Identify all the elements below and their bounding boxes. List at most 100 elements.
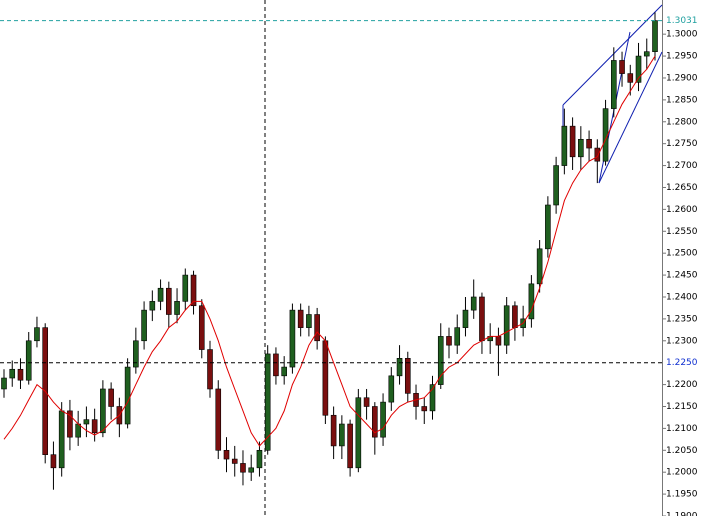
candle-body <box>512 305 518 328</box>
candle-body <box>289 309 296 368</box>
candle-body <box>330 414 337 447</box>
candle-body <box>141 309 147 342</box>
candle-body <box>166 287 172 315</box>
y-tick-label: 1.1900 <box>666 512 698 516</box>
candle-body <box>652 20 658 52</box>
trend-line <box>598 51 663 184</box>
candle-body <box>396 358 403 377</box>
y-tick-label: 1.2500 <box>666 249 698 259</box>
y-tick-label: 1.1950 <box>666 490 698 500</box>
candle-body <box>388 375 395 403</box>
candle-body <box>240 463 246 473</box>
candle-body <box>495 336 502 346</box>
candle-body <box>553 165 559 206</box>
candle-body <box>256 449 263 469</box>
candle-body <box>635 55 642 83</box>
candle-body <box>479 296 485 342</box>
candle-body <box>339 423 345 447</box>
candle-body <box>100 388 106 434</box>
candle-body <box>619 60 625 74</box>
crosshair-horizontal-label: 1.2250 <box>666 358 698 368</box>
candle-body <box>545 204 551 250</box>
y-tick-label: 1.2350 <box>666 314 698 324</box>
candle-body <box>347 423 353 469</box>
candle-body <box>273 353 279 377</box>
candle-body <box>454 327 461 346</box>
candle-body <box>231 458 238 464</box>
candle-body <box>421 406 428 412</box>
candle-body <box>223 449 230 460</box>
candle-body <box>91 419 98 434</box>
candle-body <box>9 368 16 379</box>
candle-body <box>404 358 411 394</box>
y-tick-label: 1.2850 <box>666 95 698 105</box>
candle-body <box>83 419 90 425</box>
candle-body <box>124 366 131 425</box>
candle-body <box>363 397 370 407</box>
candle-body <box>578 138 584 158</box>
candle-body <box>610 60 617 109</box>
candle-body <box>182 274 189 302</box>
y-tick-label: 1.2550 <box>666 227 698 237</box>
candle-body <box>190 274 197 307</box>
candle-body <box>281 366 287 377</box>
current-price-line-label: 1.3031 <box>666 16 698 26</box>
y-tick-label: 1.2400 <box>666 292 698 302</box>
y-tick-label: 1.2300 <box>666 336 698 346</box>
candle-body <box>157 287 164 302</box>
y-tick-label: 1.2800 <box>666 117 698 127</box>
candle-body <box>1 377 7 390</box>
candle-body <box>470 296 477 311</box>
candle-body <box>429 384 436 412</box>
candle-body <box>50 454 57 469</box>
candle-body <box>462 309 469 328</box>
candle-body <box>594 147 601 162</box>
y-tick-label: 1.2450 <box>666 271 698 281</box>
y-tick-label: 1.2650 <box>666 183 698 193</box>
y-tick-label: 1.2050 <box>666 446 698 456</box>
candle-body <box>306 314 312 328</box>
candle-body <box>149 301 156 311</box>
y-tick-label: 1.2100 <box>666 424 698 434</box>
candle-body <box>215 388 222 451</box>
candle-body <box>627 73 634 83</box>
y-tick-label: 1.2950 <box>666 52 698 62</box>
y-tick-label: 1.2150 <box>666 402 698 412</box>
candle-body <box>536 248 543 285</box>
y-tick-label: 1.2000 <box>666 468 698 478</box>
candle-body <box>297 309 304 328</box>
candle-body <box>17 368 24 381</box>
candle-body <box>437 336 444 385</box>
candle-body <box>528 283 535 320</box>
candle-body <box>264 353 271 451</box>
candle-body <box>586 138 592 149</box>
moving-average <box>3 55 656 447</box>
candle-body <box>569 125 576 158</box>
current-price-line-label-bg <box>663 14 710 27</box>
candle-body <box>174 301 180 315</box>
y-tick-label: 1.3000 <box>666 30 698 40</box>
candle-body <box>561 125 568 166</box>
candle-body <box>67 410 73 438</box>
candle-body <box>34 327 40 342</box>
candle-body <box>322 340 329 416</box>
candle-body <box>207 349 213 390</box>
candle-body <box>58 410 65 469</box>
y-tick-label: 1.2750 <box>666 139 698 149</box>
candle-body <box>108 388 114 407</box>
candle-body <box>133 340 139 368</box>
candle-body <box>372 406 378 438</box>
crosshair-horizontal-label-bg <box>663 356 710 369</box>
candle-body <box>355 397 362 469</box>
y-tick-label: 1.2900 <box>666 73 698 83</box>
y-tick-label: 1.2600 <box>666 205 698 215</box>
trend-line <box>562 4 663 106</box>
candle-body <box>446 336 452 346</box>
y-tick-label: 1.2200 <box>666 380 698 390</box>
candle-body <box>314 314 320 342</box>
candle-body <box>248 467 255 473</box>
candle-body <box>25 340 32 381</box>
y-tick-label: 1.2700 <box>666 161 698 171</box>
